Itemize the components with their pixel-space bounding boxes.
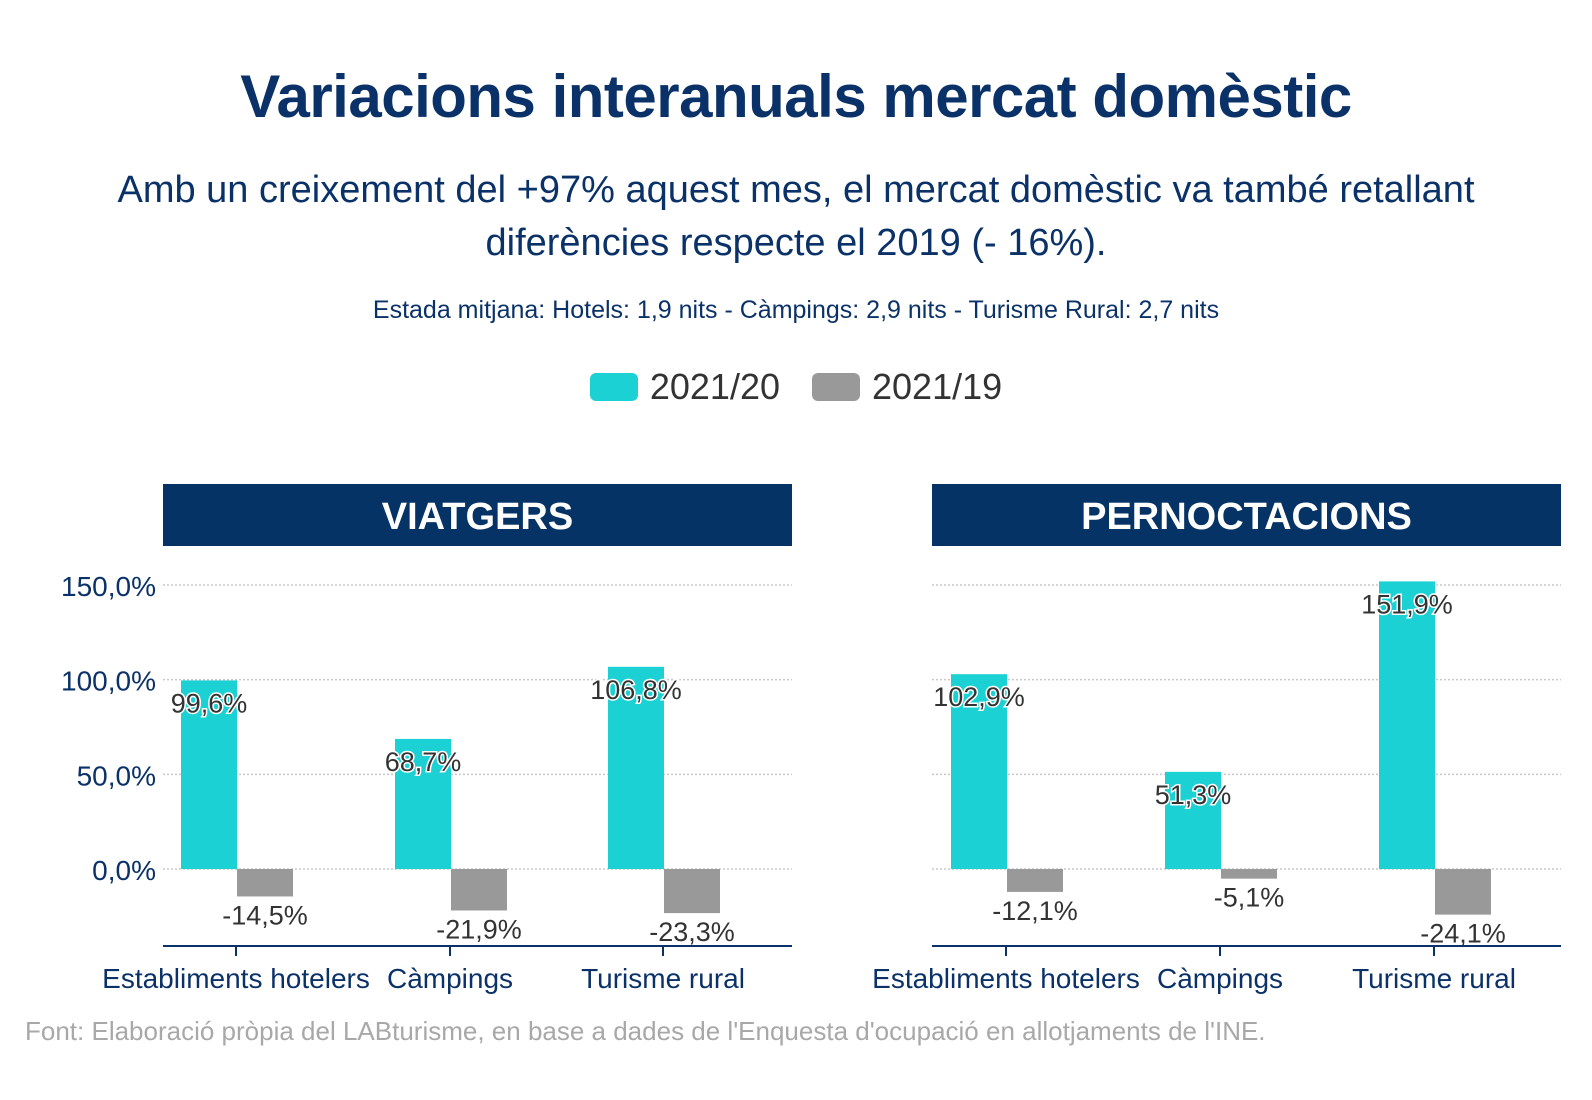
- bar-viatgers-2021-19-2: [664, 869, 720, 914]
- bar-pernoctacions-2021-19-2: [1435, 869, 1491, 915]
- chart-title: Variacions interanuals mercat domèstic: [240, 63, 1352, 130]
- bar-pernoctacions-2021-19-1: [1221, 869, 1277, 879]
- value-label-pernoctacions-2021-19-1: -5,1%: [1214, 883, 1285, 913]
- x-tick-label-pernoctacions-1: Càmpings: [1157, 963, 1283, 994]
- y-tick-label: 50,0%: [77, 760, 156, 791]
- panel-header-viatgers: [163, 484, 792, 546]
- y-tick-label: 150,0%: [61, 571, 156, 602]
- legend-swatch-2021-19: [812, 373, 860, 401]
- legend-label-2021-20: 2021/20: [649, 366, 780, 407]
- panel-title-viatgers: VIATGERS: [382, 496, 573, 538]
- value-label-pernoctacions-2021-20-1: 51,3%: [1155, 780, 1232, 810]
- bar-viatgers-2021-19-1: [451, 869, 507, 911]
- value-label-viatgers-2021-20-2: 106,8%: [590, 675, 682, 705]
- y-tick-label: 100,0%: [61, 666, 156, 697]
- value-label-viatgers-2021-19-2: -23,3%: [649, 917, 735, 947]
- x-tick-label-pernoctacions-0: Establiments hotelers: [872, 963, 1140, 994]
- value-label-pernoctacions-2021-20-2: 151,9%: [1361, 589, 1453, 619]
- legend-label-2021-19: 2021/19: [872, 366, 1003, 407]
- value-label-pernoctacions-2021-19-0: -12,1%: [992, 896, 1078, 926]
- legend-item-2021-19: 2021/19: [812, 366, 1002, 408]
- value-label-viatgers-2021-20-1: 68,7%: [385, 747, 462, 777]
- bar-pernoctacions-2021-19-0: [1007, 869, 1063, 892]
- x-tick-label-viatgers-0: Establiments hotelers: [102, 963, 370, 994]
- bar-viatgers-2021-20-2: [608, 666, 664, 869]
- value-label-viatgers-2021-19-0: -14,5%: [222, 900, 308, 930]
- bar-pernoctacions-2021-20-2: [1379, 581, 1435, 869]
- bar-pernoctacions-2021-20-1: [1165, 771, 1221, 869]
- value-label-viatgers-2021-20-0: 99,6%: [171, 688, 248, 718]
- source-footer: Font: Elaboració pròpia del LABturisme, …: [25, 1016, 1266, 1046]
- value-label-viatgers-2021-19-1: -21,9%: [436, 914, 522, 944]
- panel-title-pernoctacions: PERNOCTACIONS: [1081, 496, 1412, 538]
- x-tick-label-viatgers-2: Turisme rural: [581, 963, 745, 994]
- y-tick-label: 0,0%: [92, 855, 156, 886]
- legend-item-2021-20: 2021/20: [589, 366, 780, 408]
- bar-pernoctacions-2021-20-0: [951, 674, 1007, 869]
- value-label-pernoctacions-2021-20-0: 102,9%: [933, 682, 1025, 712]
- legend-swatch-2021-20: [589, 373, 638, 401]
- x-tick-label-viatgers-1: Càmpings: [387, 963, 513, 994]
- bar-viatgers-2021-20-1: [395, 738, 451, 869]
- bar-viatgers-2021-20-0: [181, 680, 237, 869]
- chart-subtitle: Amb un creixement del +97% aquest mes, e…: [117, 169, 1475, 264]
- average-stay-note: Estada mitjana: Hotels: 1,9 nits - Càmpi…: [372, 296, 1220, 324]
- panel-header-pernoctacions: [932, 484, 1561, 546]
- legend: 2021/20 2021/19: [0, 366, 1592, 408]
- x-tick-label-pernoctacions-2: Turisme rural: [1352, 963, 1516, 994]
- bar-viatgers-2021-19-0: [237, 869, 293, 897]
- value-label-pernoctacions-2021-19-2: -24,1%: [1420, 919, 1506, 949]
